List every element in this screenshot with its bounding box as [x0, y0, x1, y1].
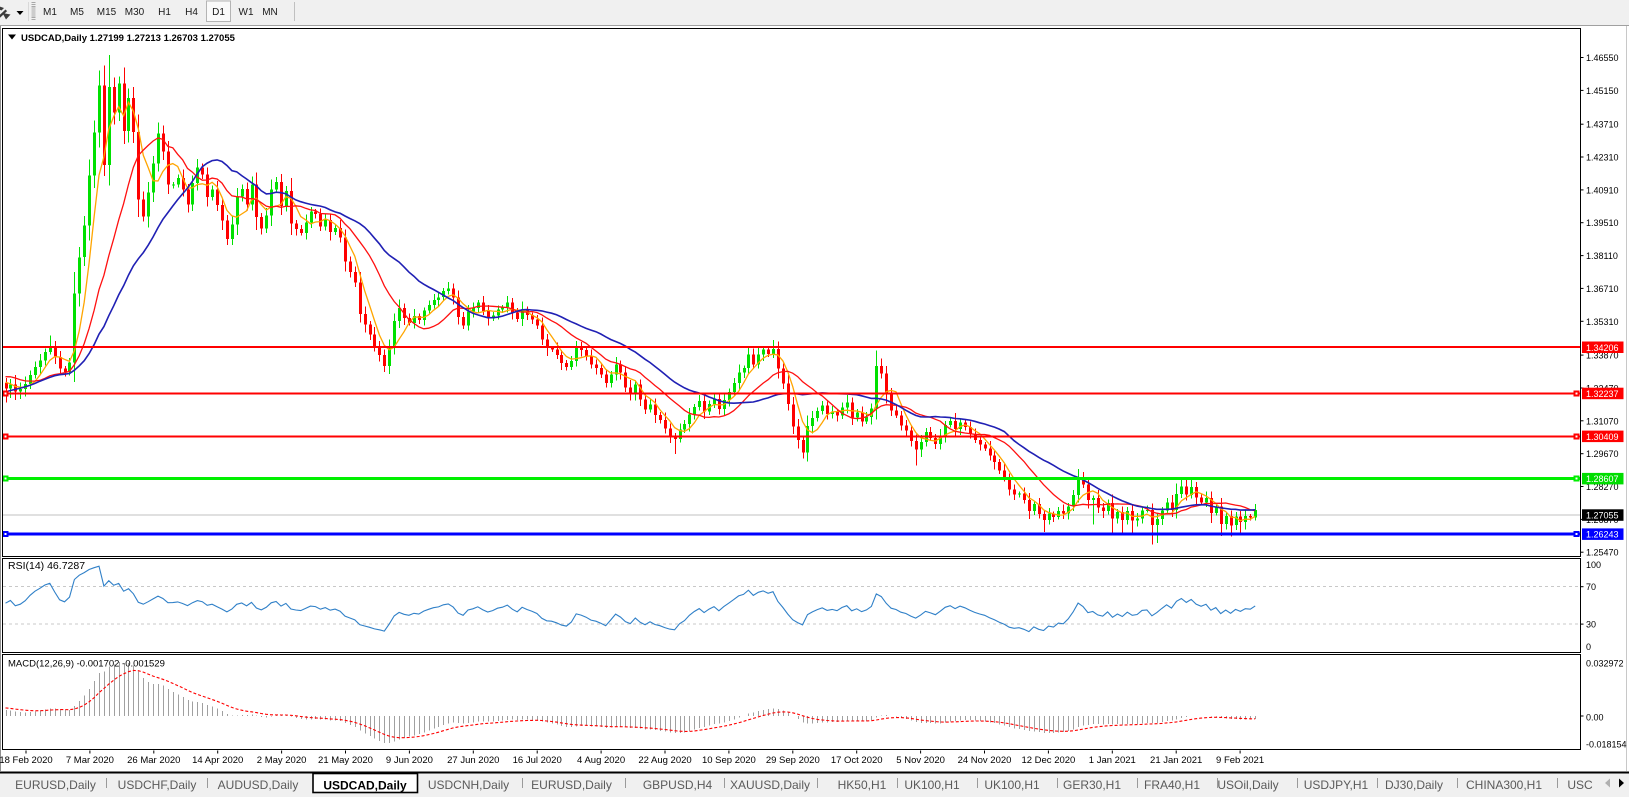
- svg-text:1.26243: 1.26243: [1586, 530, 1619, 540]
- svg-text:1.45150: 1.45150: [1586, 86, 1619, 96]
- svg-text:RSI(14) 46.7287: RSI(14) 46.7287: [8, 560, 85, 572]
- svg-text:1.36710: 1.36710: [1586, 284, 1619, 294]
- svg-text:1.34206: 1.34206: [1586, 343, 1619, 353]
- svg-text:9 Feb 2021: 9 Feb 2021: [1216, 755, 1264, 766]
- svg-text:100: 100: [1586, 560, 1601, 570]
- svg-text:M5: M5: [70, 7, 84, 18]
- svg-text:MN: MN: [262, 7, 278, 18]
- svg-text:H1: H1: [158, 7, 171, 18]
- svg-text:GER30,H1: GER30,H1: [1063, 778, 1121, 792]
- svg-text:1.30409: 1.30409: [1586, 432, 1619, 442]
- svg-text:1.38110: 1.38110: [1586, 251, 1618, 261]
- svg-text:FRA40,H1: FRA40,H1: [1144, 778, 1200, 792]
- svg-text:9 Jun 2020: 9 Jun 2020: [386, 755, 433, 766]
- svg-text:22 Aug 2020: 22 Aug 2020: [638, 755, 691, 766]
- svg-text:UK100,H1: UK100,H1: [984, 778, 1040, 792]
- svg-text:UK100,H1: UK100,H1: [904, 778, 960, 792]
- svg-text:1.32237: 1.32237: [1586, 389, 1619, 399]
- svg-text:0.032972: 0.032972: [1586, 659, 1624, 669]
- svg-text:27 Jun 2020: 27 Jun 2020: [447, 755, 499, 766]
- svg-text:1.35310: 1.35310: [1586, 317, 1619, 327]
- svg-text:24 Nov 2020: 24 Nov 2020: [958, 755, 1012, 766]
- svg-text:M15: M15: [97, 7, 117, 18]
- svg-text:1.43710: 1.43710: [1586, 120, 1619, 130]
- svg-text:W1: W1: [239, 7, 254, 18]
- svg-text:1.27055: 1.27055: [1586, 511, 1619, 521]
- svg-text:MACD(12,26,9) -0.001702 -0.001: MACD(12,26,9) -0.001702 -0.001529: [8, 659, 165, 670]
- svg-text:7 Mar 2020: 7 Mar 2020: [66, 755, 114, 766]
- svg-text:0: 0: [1586, 642, 1591, 652]
- svg-text:16 Jul 2020: 16 Jul 2020: [513, 755, 562, 766]
- svg-text:1.39510: 1.39510: [1586, 218, 1619, 228]
- svg-text:10 Sep 2020: 10 Sep 2020: [702, 755, 756, 766]
- svg-text:M1: M1: [43, 7, 57, 18]
- svg-text:USDCNH,Daily: USDCNH,Daily: [428, 778, 509, 792]
- svg-text:H4: H4: [185, 7, 198, 18]
- svg-text:USDCAD,Daily: USDCAD,Daily: [323, 779, 407, 793]
- svg-text:GBPUSD,H4: GBPUSD,H4: [643, 778, 713, 792]
- svg-text:21 Jan 2021: 21 Jan 2021: [1150, 755, 1202, 766]
- svg-text:D1: D1: [212, 7, 225, 18]
- svg-text:1.42310: 1.42310: [1586, 153, 1619, 163]
- svg-text:1.28607: 1.28607: [1586, 474, 1619, 484]
- svg-text:14 Apr 2020: 14 Apr 2020: [192, 755, 243, 766]
- svg-text:1.29670: 1.29670: [1586, 449, 1619, 459]
- svg-text:1.33870: 1.33870: [1586, 351, 1619, 361]
- svg-text:1.28270: 1.28270: [1586, 482, 1619, 492]
- svg-text:HK50,H1: HK50,H1: [838, 778, 887, 792]
- svg-text:0.00: 0.00: [1586, 713, 1604, 723]
- svg-text:USC: USC: [1567, 778, 1593, 792]
- svg-text:AUDUSD,Daily: AUDUSD,Daily: [218, 778, 299, 792]
- svg-text:USOil,Daily: USOil,Daily: [1217, 778, 1278, 792]
- svg-text:DJ30,Daily: DJ30,Daily: [1385, 778, 1443, 792]
- svg-text:1.25470: 1.25470: [1586, 548, 1619, 558]
- svg-text:4 Aug 2020: 4 Aug 2020: [577, 755, 625, 766]
- svg-text:EURUSD,Daily: EURUSD,Daily: [15, 778, 96, 792]
- svg-text:70: 70: [1586, 582, 1596, 592]
- svg-text:18 Feb 2020: 18 Feb 2020: [0, 755, 53, 766]
- svg-text:1.31070: 1.31070: [1586, 416, 1619, 426]
- svg-text:17 Oct 2020: 17 Oct 2020: [831, 755, 883, 766]
- svg-text:-0.018154: -0.018154: [1586, 740, 1627, 750]
- svg-text:30: 30: [1586, 620, 1596, 630]
- svg-text:1.46550: 1.46550: [1586, 53, 1619, 63]
- svg-text:EURUSD,Daily: EURUSD,Daily: [531, 778, 612, 792]
- svg-text:5 Nov 2020: 5 Nov 2020: [896, 755, 945, 766]
- svg-text:26 Mar 2020: 26 Mar 2020: [127, 755, 180, 766]
- svg-text:USDCHF,Daily: USDCHF,Daily: [118, 778, 197, 792]
- svg-text:USDCAD,Daily 1.27199 1.27213: USDCAD,Daily 1.27199 1.27213 1.26703 1.2…: [21, 33, 236, 44]
- svg-text:XAUUSD,Daily: XAUUSD,Daily: [730, 778, 810, 792]
- svg-text:21 May 2020: 21 May 2020: [318, 755, 373, 766]
- svg-text:2 May 2020: 2 May 2020: [257, 755, 307, 766]
- svg-text:USDJPY,H1: USDJPY,H1: [1304, 778, 1369, 792]
- svg-text:29 Sep 2020: 29 Sep 2020: [766, 755, 820, 766]
- svg-text:12 Dec 2020: 12 Dec 2020: [1021, 755, 1075, 766]
- svg-text:1 Jan 2021: 1 Jan 2021: [1089, 755, 1136, 766]
- svg-text:M30: M30: [125, 7, 145, 18]
- svg-text:CHINA300,H1: CHINA300,H1: [1466, 778, 1542, 792]
- svg-text:1.40910: 1.40910: [1586, 185, 1619, 195]
